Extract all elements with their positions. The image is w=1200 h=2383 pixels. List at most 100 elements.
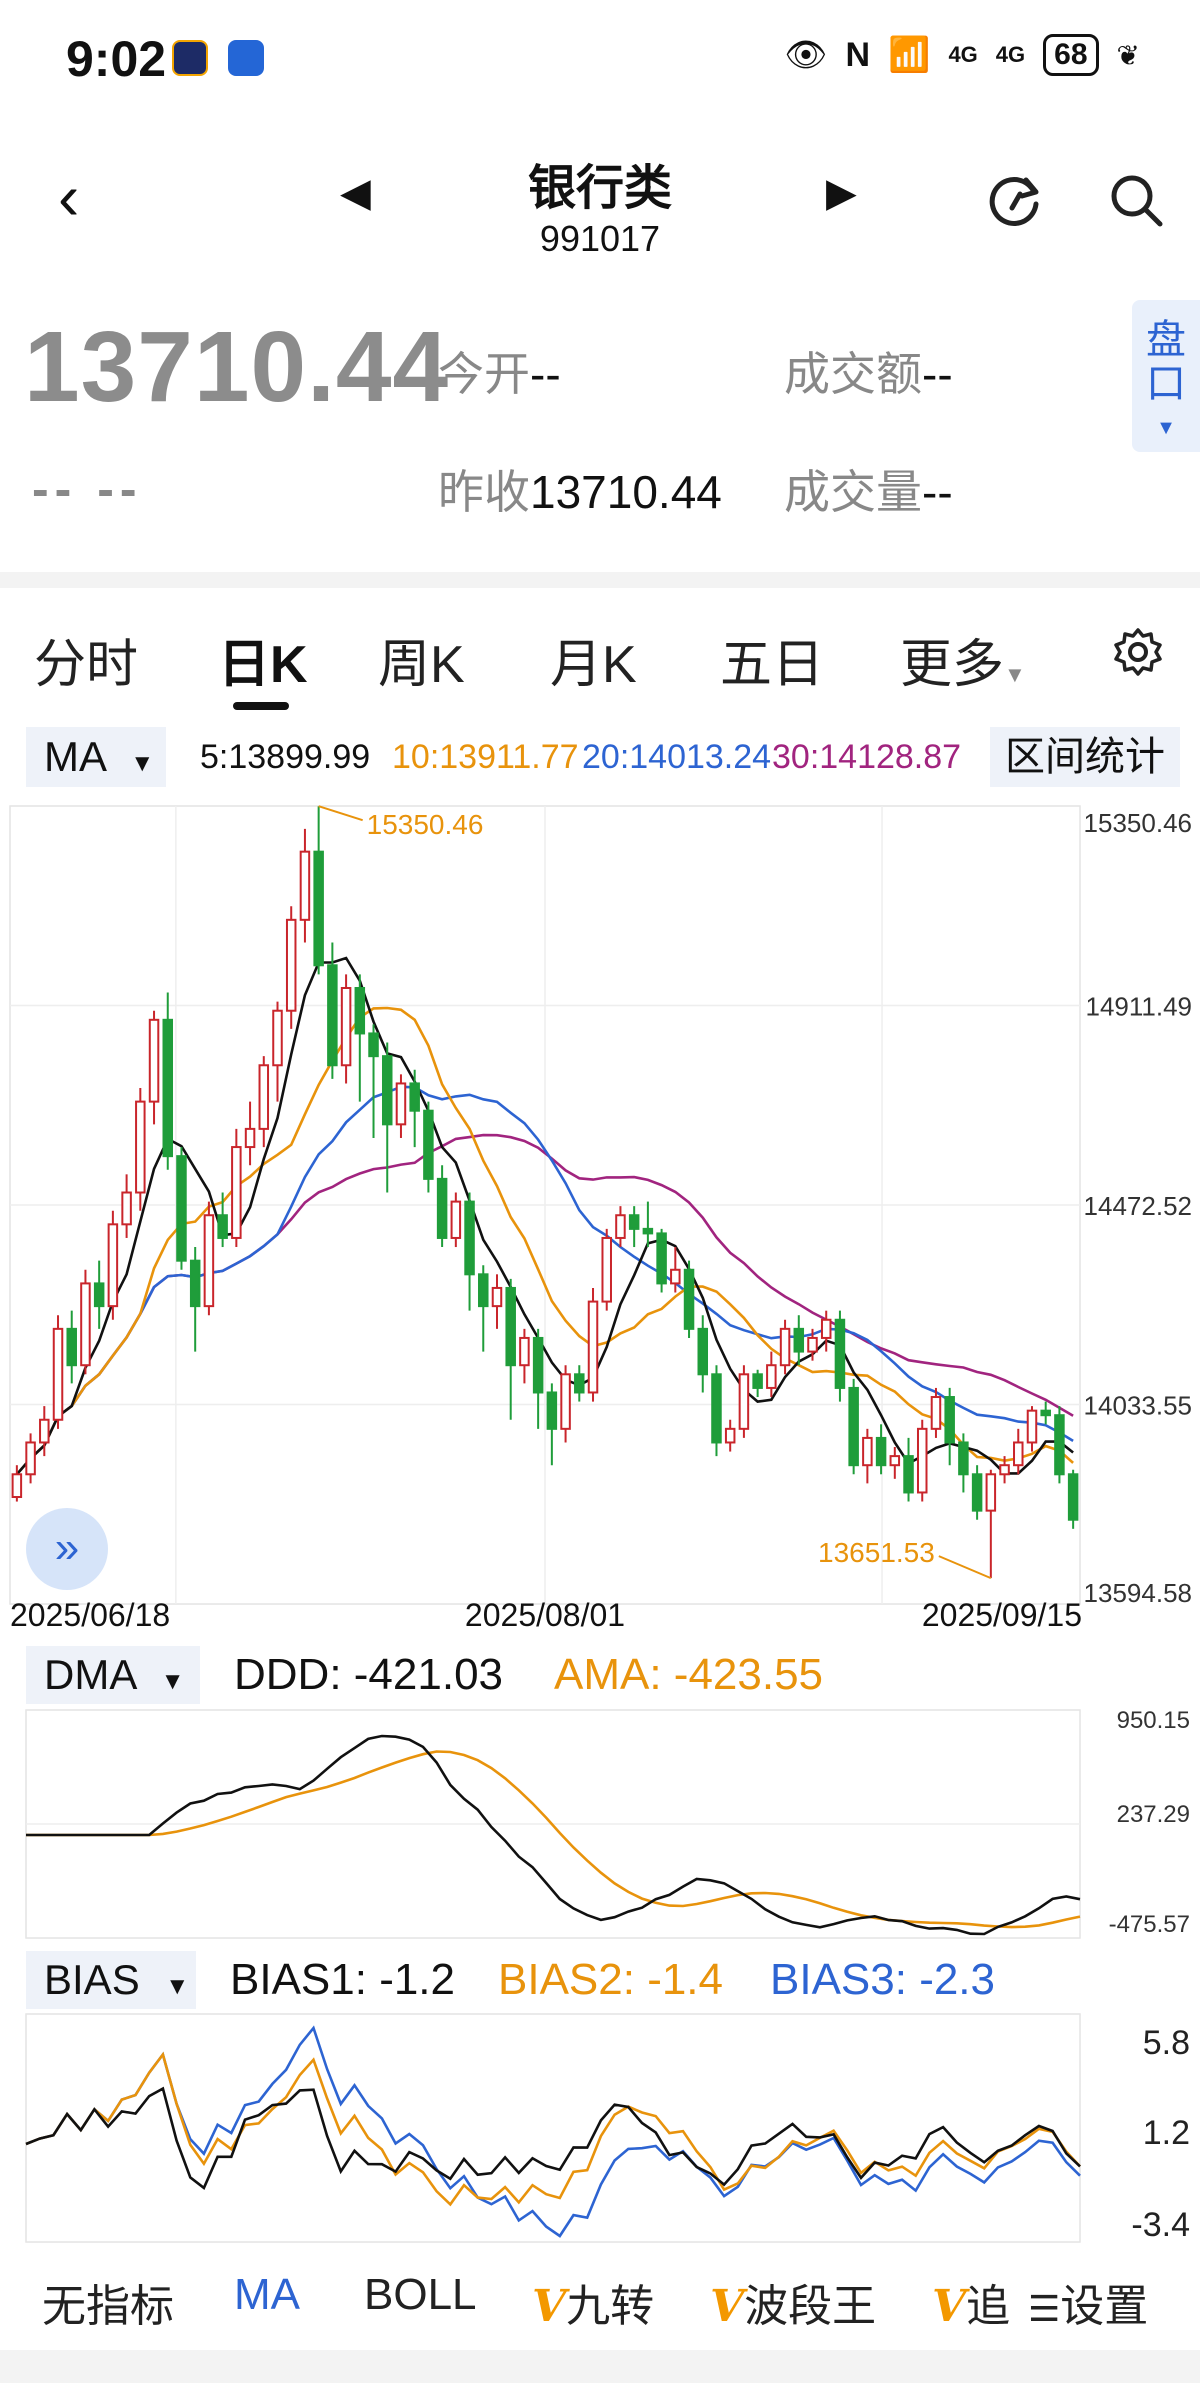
candle-down	[189, 1259, 201, 1308]
candle	[423, 1101, 434, 1193]
candle-up	[39, 1418, 50, 1444]
bias-indicator-select[interactable]: BIAS ▼	[26, 1951, 196, 2009]
candle	[916, 1419, 928, 1502]
caret-down-icon: ▼	[165, 1973, 190, 2000]
candle-up	[889, 1455, 901, 1467]
candle	[930, 1387, 942, 1438]
candle	[766, 1351, 777, 1398]
prev-stock-button[interactable]: ◀	[340, 171, 371, 215]
tab-monthly-k[interactable]: 月K	[550, 636, 637, 694]
leaf-icon: ❦	[1116, 39, 1140, 71]
indicator-toolbar: 无指标 MA BOLL V九转 V波段王 V追 ☰设置	[0, 2250, 1200, 2350]
indicator-boll-button[interactable]: BOLL	[364, 2270, 477, 2319]
pankou-button[interactable]: 盘口 ▼	[1132, 300, 1200, 452]
candle-down	[574, 1373, 585, 1394]
indicator-zhui-button[interactable]: V追	[932, 2270, 1010, 2334]
gear-icon[interactable]	[1112, 626, 1164, 678]
indicator-settings-button[interactable]: ☰设置	[1028, 2270, 1148, 2334]
ma-indicator-select[interactable]: MA ▼	[26, 727, 166, 787]
kline-candles	[11, 806, 1079, 1579]
candle	[340, 974, 352, 1084]
candle-up	[587, 1300, 599, 1394]
dma-indicator-select[interactable]: DMA ▼	[26, 1646, 200, 1704]
candle-up	[916, 1427, 928, 1494]
indicator-zhui-label: 追	[966, 2282, 1011, 2331]
candle	[272, 1001, 283, 1102]
candle-up	[340, 986, 352, 1067]
tab-daily-k[interactable]: 日K	[218, 636, 308, 694]
bias-frame	[25, 2013, 1081, 2243]
candle	[354, 974, 366, 1102]
candle	[848, 1378, 859, 1475]
page-title: 银行类	[527, 162, 672, 215]
candle-up	[999, 1464, 1010, 1476]
y-tick-label: 950.15	[1117, 1707, 1190, 1734]
indicator-settings-label: 设置	[1060, 2282, 1149, 2331]
search-icon[interactable]	[1106, 170, 1166, 230]
tab-weekly-k[interactable]: 周K	[378, 636, 465, 694]
candle	[944, 1387, 955, 1466]
candle-down	[711, 1373, 722, 1444]
range-statistics-button[interactable]: 区间统计	[990, 727, 1180, 787]
nfc-icon: N	[845, 35, 871, 74]
expand-chart-button[interactable]: »	[26, 1508, 108, 1590]
candle-up	[231, 1146, 242, 1239]
candle-down	[478, 1273, 489, 1308]
header: ‹ ◀ 银行类 991017 ▶	[0, 130, 1200, 270]
candle	[779, 1319, 791, 1375]
turnover: 成交额--	[784, 338, 953, 404]
candle	[217, 1192, 228, 1248]
candle	[80, 1269, 91, 1375]
candle-down	[628, 1214, 640, 1230]
candle	[587, 1287, 599, 1402]
candle-down	[313, 850, 324, 967]
caret-down-icon: ▼	[1004, 662, 1026, 687]
v-badge-icon: V	[710, 2281, 745, 2332]
tab-more[interactable]: 更多▼	[900, 622, 1026, 697]
candle	[162, 992, 174, 1170]
y-tick-label: 14911.49	[1085, 992, 1192, 1022]
candle	[752, 1369, 763, 1398]
candle-up	[52, 1327, 64, 1421]
next-stock-button[interactable]: ▶	[826, 171, 857, 215]
candle-down	[1054, 1414, 1065, 1476]
kline-chart[interactable]: 15350.46 14911.49 14472.52 14033.55 13594.58…	[0, 796, 1200, 1636]
bias2-value: BIAS2: -1.4	[498, 1955, 724, 2004]
indicator-jiuzhuan-button[interactable]: V九转	[532, 2270, 654, 2334]
candle	[1054, 1406, 1065, 1484]
candle-up	[121, 1191, 132, 1226]
indicator-boduan-button[interactable]: V波段王	[710, 2270, 876, 2334]
candle	[327, 942, 338, 1079]
y-tick-label: -3.4	[1131, 2206, 1190, 2244]
turnover-label: 成交额	[784, 348, 922, 400]
ma5-value: 5:13899.99	[200, 738, 371, 776]
indicator-none-button[interactable]: 无指标	[42, 2282, 174, 2331]
candle	[862, 1428, 873, 1484]
candle-down	[532, 1336, 544, 1394]
x-tick-label: 2025/06/18	[10, 1597, 170, 1633]
open-price: 今开--	[438, 338, 561, 404]
candle	[532, 1328, 544, 1429]
caret-down-icon: ▼	[130, 750, 155, 777]
tab-intraday[interactable]: 分时	[34, 636, 139, 694]
status-time: 9:02	[66, 31, 167, 87]
candle-up	[930, 1396, 942, 1430]
candle	[121, 1174, 132, 1238]
back-button[interactable]: ‹	[58, 161, 80, 233]
dma-y-axis: 950.15 237.29 -475.57	[1109, 1707, 1190, 1938]
candle	[25, 1433, 36, 1484]
dma-lines	[26, 1734, 1081, 1936]
candle	[52, 1315, 64, 1429]
tab-five-day[interactable]: 五日	[720, 636, 825, 694]
indicator-boduan-label: 波段王	[744, 2282, 877, 2331]
candle-down	[697, 1327, 709, 1376]
candle-down	[464, 1200, 475, 1276]
indicator-ma-button[interactable]: MA	[234, 2270, 300, 2319]
bias-lines	[25, 2025, 1081, 2238]
status-bar: 9:02 👁 N 📶 4G 4G 68 ❦	[0, 0, 1200, 120]
candle-up	[11, 1473, 23, 1499]
candle	[738, 1365, 750, 1438]
refresh-icon[interactable]	[986, 170, 1046, 230]
candle	[683, 1260, 695, 1338]
candle-up	[80, 1282, 91, 1367]
